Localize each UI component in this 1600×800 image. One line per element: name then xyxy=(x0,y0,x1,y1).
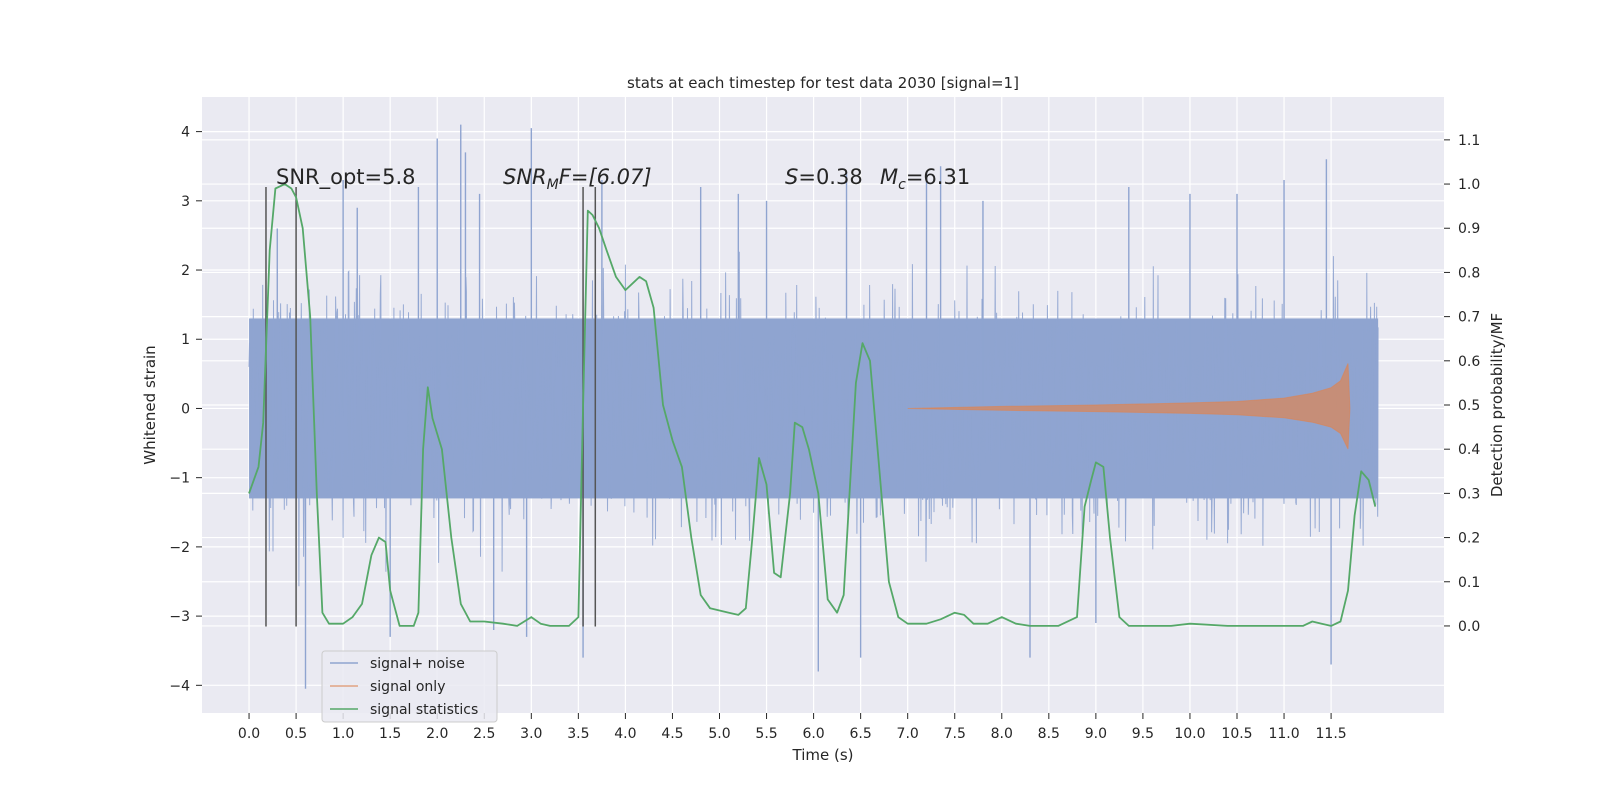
y-axis-ticks: −4 −3 −2 −1 0 1 2 3 4 xyxy=(169,125,202,694)
y2-tick-label: 0.8 xyxy=(1458,265,1480,281)
x-tick-label: 8.5 xyxy=(1038,726,1060,742)
annotation-mc: Mc=6.31 xyxy=(880,165,970,193)
x-tick-label: 1.5 xyxy=(379,726,401,742)
annotation-snr-mf-subscript: M xyxy=(547,177,559,193)
y2-tick-label: 1.1 xyxy=(1458,133,1480,149)
x-tick-label: 4.0 xyxy=(614,726,636,742)
x-tick-label: 0.5 xyxy=(285,726,307,742)
y-tick-label: 3 xyxy=(181,194,190,210)
y-axis-label: Whitened strain xyxy=(141,345,159,464)
x-tick-label: 8.0 xyxy=(991,726,1013,742)
legend-label-signal-statistics: signal statistics xyxy=(370,702,478,718)
x-tick-label: 7.0 xyxy=(897,726,919,742)
x-tick-label: 3.5 xyxy=(567,726,589,742)
x-axis-label: Time (s) xyxy=(792,746,854,764)
annotation-snr-opt: SNR_opt=5.8 xyxy=(276,165,416,190)
y-tick-label: 0 xyxy=(181,401,190,417)
annotation-snr-mf: SNRMF=[6.07] xyxy=(503,165,652,193)
legend-frame xyxy=(321,650,498,723)
legend: signal+ noise signal only signal statist… xyxy=(321,650,498,723)
x-tick-label: 9.5 xyxy=(1132,726,1154,742)
y2-tick-label: 0.0 xyxy=(1458,619,1480,635)
x-tick-label: 11.5 xyxy=(1316,726,1347,742)
y-tick-label: −1 xyxy=(169,471,190,487)
y2-tick-label: 0.5 xyxy=(1458,398,1480,414)
y-tick-label: −4 xyxy=(169,678,190,694)
series-signal-only xyxy=(907,363,1351,450)
y2-axis-ticks: 0.0 0.1 0.2 0.3 0.4 0.5 0.6 0.7 0.8 0.9 1.0 1.1 xyxy=(1444,133,1480,635)
series-signal-statistics xyxy=(248,183,1377,627)
y2-axis-label: Detection probability/MF xyxy=(1488,313,1506,497)
annotation-mc-subscript: c xyxy=(898,177,906,193)
x-tick-label: 3.0 xyxy=(520,726,542,742)
y2-tick-label: 0.3 xyxy=(1458,486,1480,502)
x-tick-label: 2.0 xyxy=(426,726,448,742)
x-tick-label: 9.0 xyxy=(1085,726,1107,742)
y-tick-label: −2 xyxy=(169,540,190,556)
annotation-s-value: =0.38 xyxy=(798,165,862,189)
x-tick-label: 6.5 xyxy=(850,726,872,742)
x-tick-label: 5.5 xyxy=(755,726,777,742)
annotation-s: S=0.38 xyxy=(785,165,863,189)
x-tick-label: 11.0 xyxy=(1268,726,1299,742)
legend-label-signal-only: signal only xyxy=(370,679,445,695)
x-tick-label: 1.0 xyxy=(332,726,354,742)
event-lines xyxy=(265,186,597,627)
x-tick-label: 5.0 xyxy=(708,726,730,742)
annotation-mc-symbol: M xyxy=(880,165,898,189)
signal-statistics-line xyxy=(248,183,1377,627)
signal-only-envelope xyxy=(907,363,1351,450)
annotation-s-symbol: S xyxy=(785,165,798,189)
x-axis-ticks: 0.0 0.5 1.0 1.5 2.0 2.5 3.0 3.5 4.0 4.5 5.0 5.5 6.0 6… xyxy=(238,713,1347,742)
annotation-snr-mf-symbol: SNR xyxy=(503,165,547,189)
x-tick-label: 10.0 xyxy=(1174,726,1205,742)
x-tick-label: 0.0 xyxy=(238,726,260,742)
x-tick-label: 2.5 xyxy=(473,726,495,742)
chart-title: stats at each timestep for test data 203… xyxy=(627,74,1019,92)
x-tick-label: 4.5 xyxy=(661,726,683,742)
y2-tick-label: 0.1 xyxy=(1458,575,1480,591)
y2-tick-label: 0.9 xyxy=(1458,221,1480,237)
y2-tick-label: 0.7 xyxy=(1458,310,1480,326)
x-tick-label: 7.5 xyxy=(944,726,966,742)
legend-label-signal-noise: signal+ noise xyxy=(370,656,465,672)
x-tick-label: 10.5 xyxy=(1221,726,1252,742)
annotation-mc-value: =6.31 xyxy=(906,165,970,189)
y-tick-label: 2 xyxy=(181,263,190,279)
y2-tick-label: 0.2 xyxy=(1458,531,1480,547)
y-tick-label: 1 xyxy=(181,332,190,348)
annotation-snr-mf-value: F=[6.07] xyxy=(559,165,652,189)
y2-tick-label: 0.4 xyxy=(1458,442,1480,458)
x-tick-label: 6.0 xyxy=(802,726,824,742)
y-tick-label: 4 xyxy=(181,125,190,141)
y2-tick-label: 0.6 xyxy=(1458,354,1480,370)
noise-trace xyxy=(248,251,1379,587)
y2-tick-label: 1.0 xyxy=(1458,177,1480,193)
y-tick-label: −3 xyxy=(169,609,190,625)
